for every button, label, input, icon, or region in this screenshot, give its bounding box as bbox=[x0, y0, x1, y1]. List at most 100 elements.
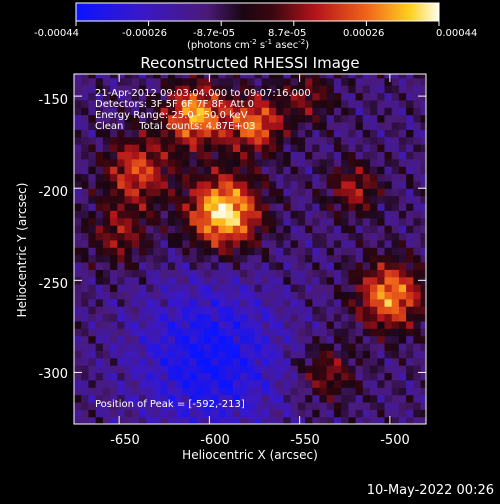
heatmap-cell bbox=[247, 269, 256, 278]
heatmap-cell bbox=[398, 387, 407, 396]
heatmap-cell bbox=[261, 284, 270, 292]
heatmap-cell bbox=[146, 173, 154, 182]
heatmap-cell bbox=[254, 320, 263, 329]
heatmap-cell bbox=[398, 306, 407, 315]
heatmap-cell bbox=[117, 306, 126, 315]
heatmap-cell bbox=[139, 107, 147, 116]
heatmap-cell bbox=[110, 144, 118, 152]
heatmap-cell bbox=[290, 166, 299, 175]
heatmap-cell bbox=[283, 313, 292, 322]
heatmap-cell bbox=[232, 92, 241, 101]
heatmap-cell bbox=[146, 320, 154, 329]
heatmap-cell bbox=[247, 188, 256, 197]
heatmap-cell bbox=[420, 313, 426, 322]
heatmap-cell bbox=[276, 401, 284, 410]
heatmap-cell bbox=[413, 328, 422, 337]
heatmap-cell bbox=[182, 129, 191, 138]
heatmap-cell bbox=[225, 158, 234, 167]
heatmap-cell bbox=[74, 217, 82, 226]
heatmap-cell bbox=[131, 121, 140, 130]
heatmap-cell bbox=[110, 387, 118, 396]
heatmap-cell bbox=[225, 379, 234, 388]
heatmap-cell bbox=[341, 74, 349, 79]
heatmap-cell bbox=[182, 335, 191, 344]
heatmap-cell bbox=[420, 107, 426, 116]
heatmap-cell bbox=[420, 247, 426, 256]
heatmap-cell bbox=[232, 409, 241, 418]
heatmap-cell bbox=[276, 188, 284, 197]
heatmap-cell bbox=[333, 320, 342, 329]
heatmap-cell bbox=[189, 217, 198, 226]
heatmap-cell bbox=[88, 158, 97, 167]
heatmap-cell bbox=[377, 306, 386, 315]
heatmap-cell bbox=[167, 298, 176, 307]
heatmap-cell bbox=[74, 372, 82, 381]
heatmap-cell bbox=[348, 394, 357, 403]
heatmap-cell bbox=[110, 121, 118, 130]
heatmap-cell bbox=[131, 144, 140, 152]
heatmap-cell bbox=[211, 232, 219, 241]
heatmap-cell bbox=[326, 365, 335, 374]
heatmap-cell bbox=[102, 276, 111, 285]
heatmap-cell bbox=[398, 357, 407, 366]
heatmap-cell bbox=[413, 173, 422, 182]
heatmap-cell bbox=[204, 107, 212, 116]
heatmap-cell bbox=[218, 350, 227, 359]
heatmap-cell bbox=[319, 335, 328, 344]
heatmap-cell bbox=[189, 188, 198, 197]
heatmap-cell bbox=[370, 254, 378, 263]
heatmap-cell bbox=[175, 151, 183, 160]
heatmap-cell bbox=[167, 151, 176, 160]
heatmap-cell bbox=[232, 210, 241, 219]
heatmap-cell bbox=[283, 298, 292, 307]
heatmap-cell bbox=[269, 92, 277, 101]
heatmap-cell bbox=[153, 85, 162, 94]
heatmap-cell bbox=[297, 328, 306, 337]
heatmap-cell bbox=[348, 387, 357, 396]
heatmap-cell bbox=[312, 217, 321, 226]
heatmap-cell bbox=[312, 195, 321, 204]
heatmap-cell bbox=[153, 195, 162, 204]
heatmap-cell bbox=[110, 269, 118, 278]
heatmap-cell bbox=[225, 239, 234, 248]
heatmap-cell bbox=[175, 195, 183, 204]
heatmap-cell bbox=[167, 239, 176, 248]
heatmap-cell bbox=[290, 129, 299, 138]
heatmap-cell bbox=[95, 129, 104, 138]
heatmap-cell bbox=[175, 129, 183, 138]
heatmap-cell bbox=[225, 387, 234, 396]
heatmap-cell bbox=[110, 180, 118, 189]
heatmap-cell bbox=[398, 85, 407, 94]
heatmap-cell bbox=[204, 387, 212, 396]
heatmap-cell bbox=[355, 409, 364, 418]
heatmap-cell bbox=[124, 401, 133, 410]
heatmap-cell bbox=[196, 365, 205, 374]
heatmap-cell bbox=[102, 151, 111, 160]
heatmap-cell bbox=[160, 284, 169, 292]
heatmap-cell bbox=[153, 217, 162, 226]
heatmap-cell bbox=[254, 276, 263, 285]
heatmap-cell bbox=[182, 180, 191, 189]
heatmap-cell bbox=[269, 328, 277, 337]
heatmap-cell bbox=[88, 74, 97, 79]
heatmap-cell bbox=[406, 350, 414, 359]
heatmap-cell bbox=[319, 232, 328, 241]
heatmap-cell bbox=[319, 328, 328, 337]
heatmap-cell bbox=[370, 409, 378, 418]
heatmap-cell bbox=[261, 350, 270, 359]
heatmap-cell bbox=[95, 357, 104, 366]
heatmap-cell bbox=[139, 306, 147, 315]
heatmap-cell bbox=[254, 313, 263, 322]
heatmap-cell bbox=[232, 151, 241, 160]
heatmap-cell bbox=[167, 92, 176, 101]
heatmap-cell bbox=[182, 99, 191, 108]
heatmap-cell bbox=[261, 195, 270, 204]
heatmap-cell bbox=[247, 350, 256, 359]
heatmap-cell bbox=[74, 269, 82, 278]
heatmap-cell bbox=[254, 129, 263, 138]
heatmap-cell bbox=[297, 261, 306, 270]
heatmap-cell bbox=[269, 158, 277, 167]
heatmap-cell bbox=[290, 365, 299, 374]
heatmap-cell bbox=[74, 379, 82, 388]
heatmap-cell bbox=[182, 210, 191, 219]
